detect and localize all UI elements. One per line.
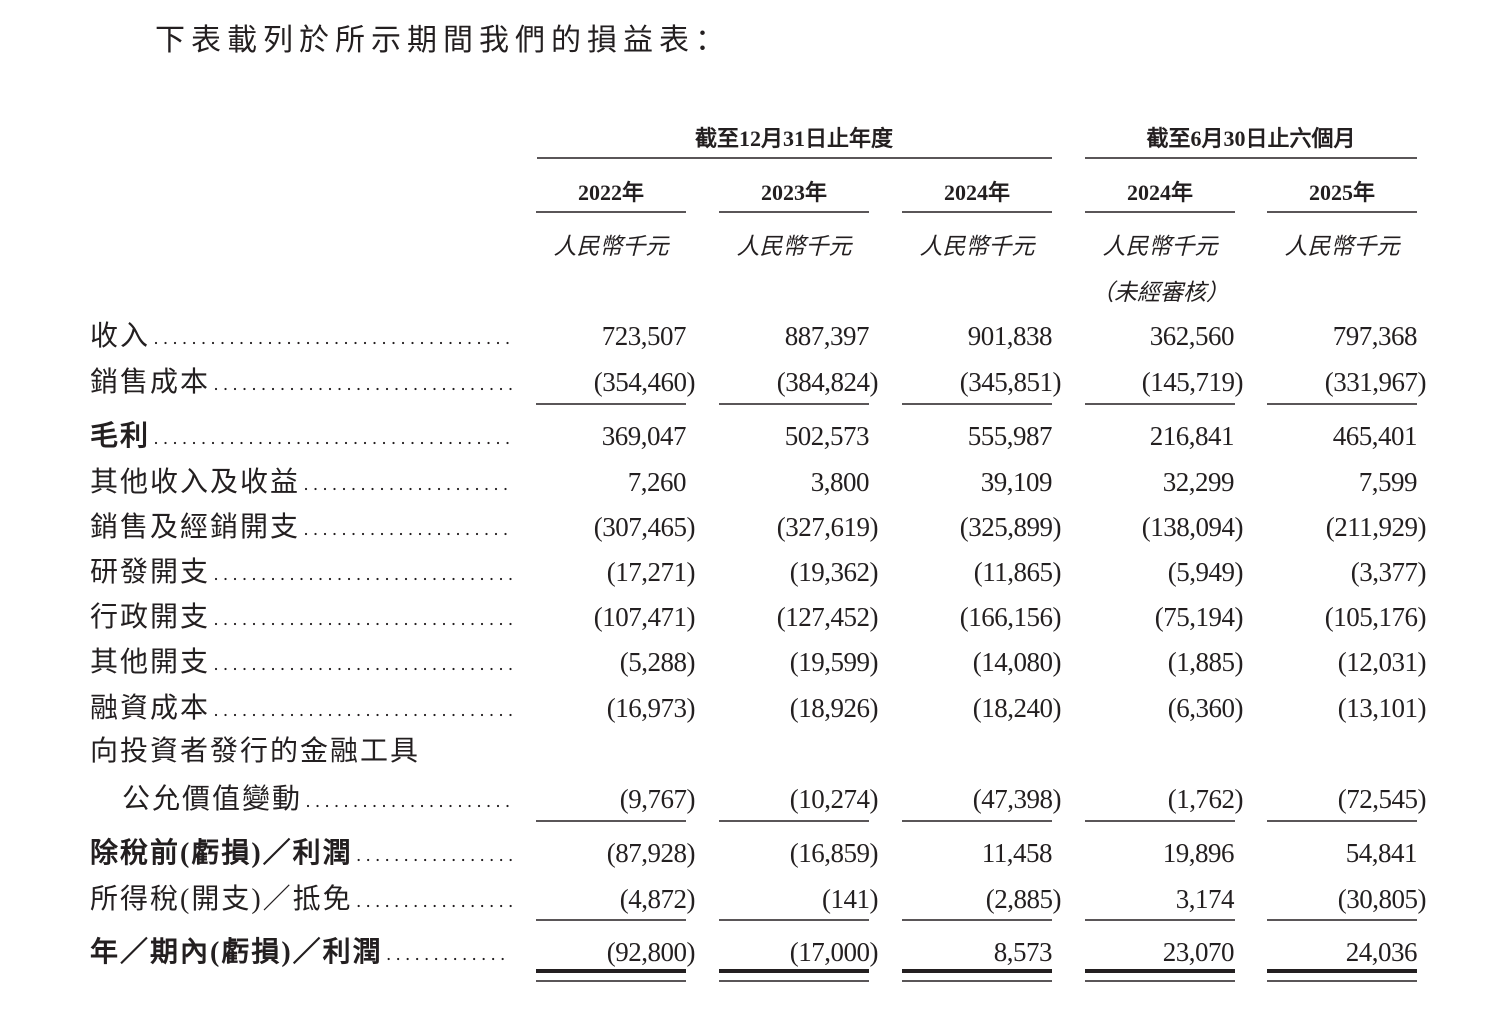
row-label: 銷售成本 xyxy=(90,366,210,398)
year-header: 2025年 xyxy=(1309,180,1375,205)
year-header: 2023年 xyxy=(761,180,827,205)
cell-value: (211,929) xyxy=(1326,512,1426,542)
cell-value: 24,036 xyxy=(1346,937,1417,967)
row-label: 所得稅(開支)／抵免 xyxy=(90,883,353,915)
cell-value: (3,377) xyxy=(1351,557,1426,587)
cell-value: (345,851) xyxy=(960,367,1061,397)
cell-value: (2,885) xyxy=(986,884,1061,914)
cell-value: (92,800) xyxy=(607,937,695,967)
cell-value: 216,841 xyxy=(1150,421,1234,451)
cell-value: (145,719) xyxy=(1142,367,1243,397)
cell-value: 54,841 xyxy=(1346,838,1417,868)
cell-value: (107,471) xyxy=(594,602,695,632)
unit-header: 人民幣千元 xyxy=(1285,234,1402,259)
group-header: 截至6月30日止六個月 xyxy=(1146,126,1355,151)
cell-value: 797,368 xyxy=(1333,321,1417,351)
cell-value: (141) xyxy=(822,884,878,914)
cell-value: 7,599 xyxy=(1359,467,1417,497)
cell-value: (5,949) xyxy=(1168,557,1243,587)
cell-value: (12,031) xyxy=(1338,647,1426,677)
cell-value: 465,401 xyxy=(1333,421,1417,451)
row-label: 年／期內(虧損)／利潤 xyxy=(90,935,383,968)
cell-value: (17,000) xyxy=(790,937,878,967)
cell-value: (19,362) xyxy=(790,557,878,587)
cell-value: (5,288) xyxy=(620,647,695,677)
cell-value: (138,094) xyxy=(1142,512,1243,542)
cell-value: (105,176) xyxy=(1325,602,1426,632)
cell-value: (18,240) xyxy=(973,693,1061,723)
cell-value: (331,967) xyxy=(1325,367,1426,397)
cell-value: 502,573 xyxy=(785,421,869,451)
cell-value: (354,460) xyxy=(594,367,695,397)
cell-value: (4,872) xyxy=(620,884,695,914)
unit-header: 人民幣千元 xyxy=(1103,234,1220,259)
unit-header: 人民幣千元 xyxy=(554,234,671,259)
cell-value: (14,080) xyxy=(973,647,1061,677)
cell-value: 7,260 xyxy=(628,467,686,497)
year-header: 2024年 xyxy=(1127,180,1193,205)
row-label: 毛利 xyxy=(90,420,150,452)
cell-value: 555,987 xyxy=(968,421,1052,451)
unaudited-note: （未經審核） xyxy=(1091,280,1229,305)
cell-value: 23,070 xyxy=(1163,937,1234,967)
year-header: 2024年 xyxy=(944,180,1010,205)
cell-value: 39,109 xyxy=(981,467,1052,497)
row-label: 向投資者發行的金融工具 xyxy=(90,735,420,767)
group-header: 截至12月31日止年度 xyxy=(695,126,894,151)
cell-value: 901,838 xyxy=(968,321,1052,351)
cell-value: (19,599) xyxy=(790,647,878,677)
row-label: 行政開支 xyxy=(90,601,210,633)
cell-value: (327,619) xyxy=(777,512,878,542)
row-label: 其他收入及收益 xyxy=(90,466,300,498)
cell-value: (13,101) xyxy=(1338,693,1426,723)
cell-value: (384,824) xyxy=(777,367,878,397)
row-label: 收入 xyxy=(90,320,150,352)
cell-value: 19,896 xyxy=(1163,838,1234,868)
row-label: 融資成本 xyxy=(90,692,210,724)
cell-value: (30,805) xyxy=(1338,884,1426,914)
year-header: 2022年 xyxy=(578,180,644,205)
cell-value: 362,560 xyxy=(1150,321,1234,351)
cell-value: (18,926) xyxy=(790,693,878,723)
unit-header: 人民幣千元 xyxy=(737,234,854,259)
cell-value: (307,465) xyxy=(594,512,695,542)
row-label: 研發開支 xyxy=(90,556,210,588)
cell-value: 723,507 xyxy=(602,321,686,351)
row-label: 除稅前(虧損)／利潤 xyxy=(90,836,353,869)
unit-header: 人民幣千元 xyxy=(920,234,1037,259)
cell-value: (11,865) xyxy=(974,557,1061,587)
cell-value: (9,767) xyxy=(620,784,695,814)
row-label: 銷售及經銷開支 xyxy=(90,511,300,543)
cell-value: 8,573 xyxy=(994,937,1052,967)
cell-value: (6,360) xyxy=(1168,693,1243,723)
cell-value: 887,397 xyxy=(785,321,869,351)
row-label: 公允價值變動 xyxy=(122,783,302,815)
cell-value: (17,271) xyxy=(607,557,695,587)
cell-value: (10,274) xyxy=(790,784,878,814)
row-label: 其他開支 xyxy=(90,646,210,678)
cell-value: (1,762) xyxy=(1168,784,1243,814)
cell-value: 32,299 xyxy=(1163,467,1234,497)
cell-value: 3,174 xyxy=(1176,884,1235,914)
cell-value: (16,859) xyxy=(790,838,878,868)
cell-value: (47,398) xyxy=(973,784,1061,814)
cell-value: 3,800 xyxy=(811,467,869,497)
cell-value: (1,885) xyxy=(1168,647,1243,677)
intro: 下表載列於所示期間我們的損益表： xyxy=(155,24,731,57)
cell-value: (72,545) xyxy=(1338,784,1426,814)
cell-value: 369,047 xyxy=(602,421,686,451)
cell-value: (16,973) xyxy=(607,693,695,723)
cell-value: (325,899) xyxy=(960,512,1061,542)
cell-value: (127,452) xyxy=(777,602,878,632)
cell-value: (87,928) xyxy=(607,838,695,868)
cell-value: (75,194) xyxy=(1155,602,1243,632)
cell-value: 11,458 xyxy=(982,838,1052,868)
cell-value: (166,156) xyxy=(960,602,1061,632)
